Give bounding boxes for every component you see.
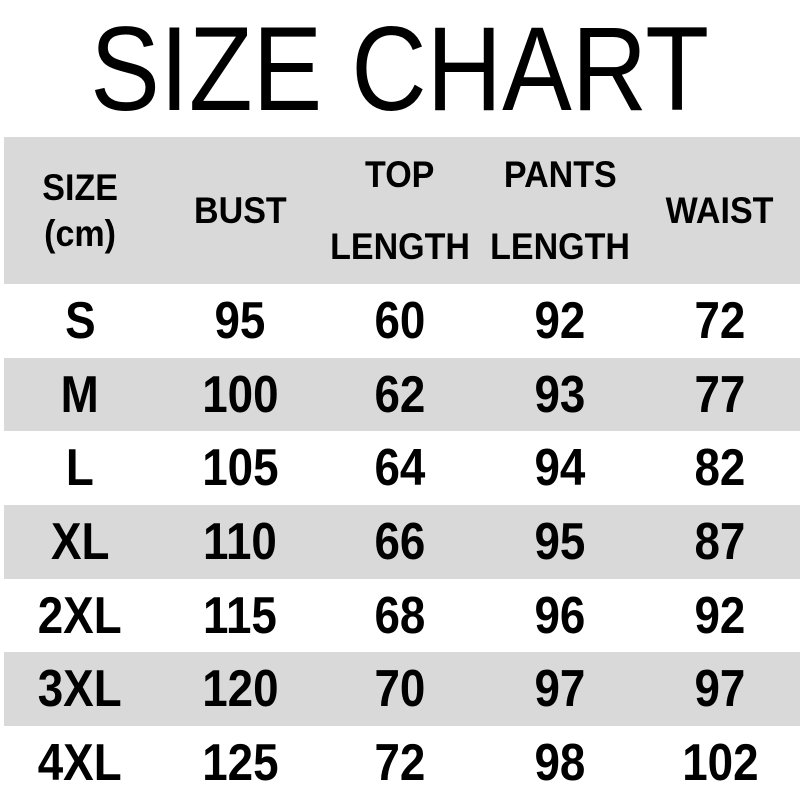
top-length-value: 62 (374, 365, 426, 424)
header-pants-line1: PANTS (503, 154, 617, 195)
cell-waist: 97 (640, 663, 800, 715)
table-row: M 100 62 93 77 (0, 357, 800, 432)
table-row: L 105 64 94 82 (0, 431, 800, 505)
cell-top-length: 66 (320, 516, 480, 568)
cell-bust: 125 (160, 737, 320, 789)
pants-length-value: 93 (534, 365, 586, 424)
cell-pants-length: 92 (480, 295, 640, 347)
bust-value: 105 (201, 439, 279, 498)
waist-value: 77 (694, 365, 746, 424)
cell-pants-length: 95 (480, 516, 640, 568)
top-length-value: 72 (374, 733, 426, 792)
top-length-value: 68 (374, 586, 426, 645)
cell-pants-length: 97 (480, 663, 640, 715)
pants-length-value: 94 (534, 439, 586, 498)
cell-pants-length: 98 (480, 737, 640, 789)
cell-size: 3XL (0, 663, 160, 715)
top-length-value: 66 (374, 512, 426, 571)
size-value: 3XL (38, 660, 122, 719)
size-table: SIZE (cm) BUST TOP LENGTH PANTS LENGTH W… (0, 137, 800, 800)
cell-pants-length: 94 (480, 442, 640, 494)
size-chart-title: SIZE CHART (90, 1, 710, 136)
cell-size: M (0, 369, 160, 421)
table-body: S 95 60 92 72 M 100 62 93 77 L 105 64 94… (0, 284, 800, 800)
waist-value: 92 (694, 586, 746, 645)
top-length-value: 70 (374, 660, 426, 719)
waist-value: 72 (694, 291, 746, 350)
header-cell-bust: BUST (160, 137, 320, 284)
table-row: 2XL 115 68 96 92 (0, 579, 800, 653)
bust-value: 100 (201, 365, 279, 424)
pants-length-value: 95 (534, 512, 586, 571)
cell-top-length: 68 (320, 590, 480, 642)
pants-length-value: 98 (534, 733, 586, 792)
top-length-value: 60 (374, 291, 426, 350)
cell-top-length: 62 (320, 369, 480, 421)
pants-length-value: 92 (534, 291, 586, 350)
waist-value: 82 (694, 439, 746, 498)
header-cell-size: SIZE (cm) (0, 137, 160, 284)
bust-value: 110 (203, 512, 277, 571)
cell-waist: 102 (640, 737, 800, 789)
cell-size: L (0, 442, 160, 494)
bust-value: 125 (201, 733, 279, 792)
header-pants-line2: LENGTH (490, 226, 630, 267)
header-bust-label: BUST (193, 190, 287, 231)
header-size-line1: SIZE (42, 167, 118, 208)
bust-value: 120 (201, 660, 279, 719)
table-row: 3XL 120 70 97 97 (0, 652, 800, 727)
table-row: S 95 60 92 72 (0, 284, 800, 358)
cell-size: 4XL (0, 737, 160, 789)
cell-top-length: 72 (320, 737, 480, 789)
cell-bust: 100 (160, 369, 320, 421)
header-waist-label: WAIST (666, 190, 774, 231)
cell-waist: 92 (640, 590, 800, 642)
header-size-line2: (cm) (44, 213, 116, 254)
cell-waist: 77 (640, 369, 800, 421)
header-cell-waist: WAIST (640, 137, 800, 284)
size-value: L (66, 439, 94, 498)
table-row: XL 110 66 95 87 (0, 505, 800, 579)
cell-pants-length: 93 (480, 369, 640, 421)
cell-pants-length: 96 (480, 590, 640, 642)
waist-value: 97 (694, 660, 746, 719)
size-value: M (60, 365, 100, 424)
top-length-value: 64 (374, 439, 426, 498)
cell-top-length: 60 (320, 295, 480, 347)
cell-waist: 72 (640, 295, 800, 347)
cell-size: XL (0, 516, 160, 568)
cell-size: 2XL (0, 590, 160, 642)
table-header-row: SIZE (cm) BUST TOP LENGTH PANTS LENGTH W… (0, 137, 800, 284)
size-value: XL (50, 512, 110, 571)
pants-length-value: 96 (534, 586, 586, 645)
cell-top-length: 70 (320, 663, 480, 715)
table-row: 4XL 125 72 98 102 (0, 726, 800, 800)
title-band: SIZE CHART (0, 0, 800, 137)
header-cell-top-length: TOP LENGTH (320, 137, 480, 284)
cell-waist: 82 (640, 442, 800, 494)
header-cell-pants-length: PANTS LENGTH (480, 137, 640, 284)
cell-top-length: 64 (320, 442, 480, 494)
cell-bust: 120 (160, 663, 320, 715)
header-top-line1: TOP (365, 154, 435, 195)
waist-value: 102 (681, 733, 759, 792)
waist-value: 87 (694, 512, 746, 571)
cell-bust: 95 (160, 295, 320, 347)
bust-value: 95 (214, 291, 266, 350)
cell-bust: 110 (160, 516, 320, 568)
bust-value: 115 (203, 586, 277, 645)
cell-bust: 115 (160, 590, 320, 642)
size-value: 2XL (38, 586, 122, 645)
pants-length-value: 97 (534, 660, 586, 719)
header-top-line2: LENGTH (330, 226, 470, 267)
cell-bust: 105 (160, 442, 320, 494)
size-value: 4XL (38, 733, 122, 792)
cell-size: S (0, 295, 160, 347)
size-value: S (64, 291, 96, 350)
cell-waist: 87 (640, 516, 800, 568)
